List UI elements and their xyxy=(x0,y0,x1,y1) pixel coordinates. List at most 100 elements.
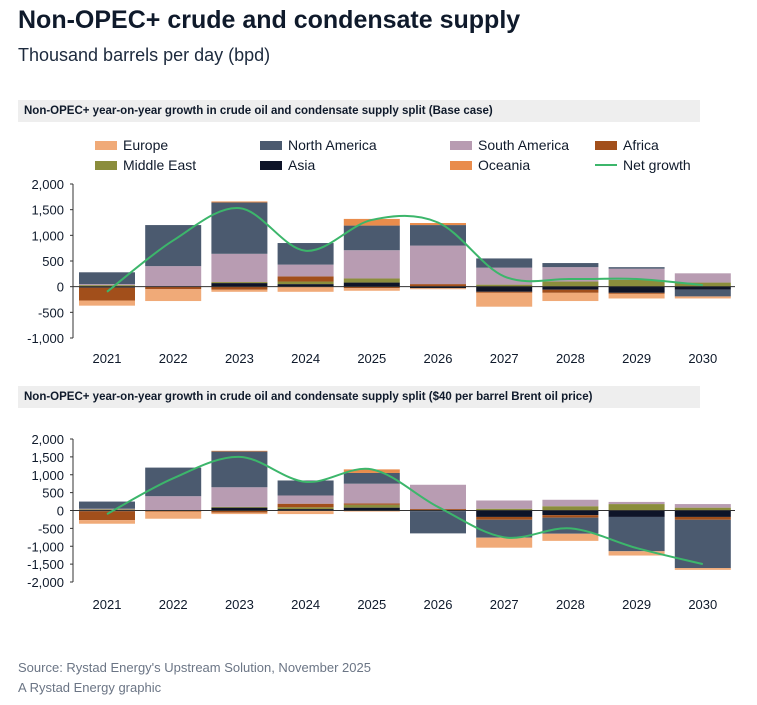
bar-asia-2028 xyxy=(542,510,599,516)
bar-south-america-2023 xyxy=(211,253,268,283)
bar-south-america-2028 xyxy=(542,267,599,282)
legend-label: Middle East xyxy=(123,157,197,173)
legend-item-middle-east: Middle East xyxy=(95,157,196,173)
bar-south-america-2030 xyxy=(674,273,731,283)
bar-asia-2021 xyxy=(79,286,135,288)
bar-oceania-2023 xyxy=(211,201,268,203)
bar-south-america-2024 xyxy=(277,264,334,277)
x-tick-label: 2028 xyxy=(556,351,585,366)
legend-item-europe: Europe xyxy=(95,137,168,153)
y-tick-label: 1,500 xyxy=(31,450,64,465)
bar-south-america-2024 xyxy=(277,495,334,504)
legend-label: North America xyxy=(288,137,377,153)
y-tick-label: 500 xyxy=(42,254,64,269)
bar-north-america-2027 xyxy=(476,258,533,268)
x-tick-label: 2028 xyxy=(556,597,585,612)
x-tick-label: 2030 xyxy=(688,351,717,366)
bar-africa-2028 xyxy=(542,515,599,518)
bar-middle-east-2024 xyxy=(277,281,334,285)
x-tick-label: 2029 xyxy=(622,597,651,612)
y-tick-label: -500 xyxy=(38,305,64,320)
y-tick-label: -1,000 xyxy=(27,331,64,346)
bar-middle-east-2028 xyxy=(542,506,599,511)
bar-africa-2028 xyxy=(542,289,599,293)
legend-item-south-america: South America xyxy=(450,137,569,153)
bar-europe-2026 xyxy=(410,288,466,290)
bar-oceania-2023 xyxy=(211,450,268,452)
bar-africa-2023 xyxy=(211,286,268,290)
bar-south-america-2028 xyxy=(542,499,599,507)
bar-europe-2028 xyxy=(542,292,599,302)
bar-middle-east-2029 xyxy=(608,279,665,287)
credit-note: A Rystad Energy graphic xyxy=(18,680,162,695)
bar-europe-2024 xyxy=(277,286,334,292)
bar-europe-2029 xyxy=(608,551,665,556)
bar-africa-2025 xyxy=(343,503,400,505)
bar-asia-2029 xyxy=(608,510,665,517)
legend-label: South America xyxy=(478,137,570,153)
x-tick-label: 2024 xyxy=(291,597,320,612)
bar-africa-2026 xyxy=(410,509,466,511)
legend-swatch xyxy=(450,140,472,150)
bar-middle-east-2027 xyxy=(476,508,533,511)
legend-label: Africa xyxy=(623,137,659,153)
bar-north-america-2029 xyxy=(608,516,665,552)
bar-asia-2026 xyxy=(410,286,466,289)
bar-oceania-2025 xyxy=(343,218,400,226)
bar-africa-2021 xyxy=(79,511,135,521)
bar-middle-east-2023 xyxy=(211,506,268,508)
x-tick-label: 2024 xyxy=(291,351,320,366)
x-tick-label: 2026 xyxy=(424,351,453,366)
legend-label: Net growth xyxy=(623,157,691,173)
bar-asia-2025 xyxy=(343,507,400,511)
bar-north-america-2029 xyxy=(608,267,665,269)
y-tick-label: 2,000 xyxy=(31,177,64,192)
bar-middle-east-2024 xyxy=(277,507,334,510)
bar-south-america-2029 xyxy=(608,268,665,280)
bar-north-america-2028 xyxy=(542,263,599,268)
bar-south-america-2022 xyxy=(145,266,202,287)
net-growth-line xyxy=(106,207,703,293)
bar-middle-east-2027 xyxy=(476,284,533,287)
bar-north-america-2022 xyxy=(145,467,202,497)
bar-asia-2029 xyxy=(608,286,665,293)
source-note: Source: Rystad Energy's Upstream Solutio… xyxy=(18,660,371,675)
bar-asia-2024 xyxy=(277,284,334,287)
bar-africa-2023 xyxy=(211,510,268,513)
bar-north-america-2028 xyxy=(542,517,599,534)
legend-label: Asia xyxy=(288,157,316,173)
y-tick-label: 1,000 xyxy=(31,228,64,243)
legend-swatch xyxy=(95,160,117,170)
bar-europe-2021 xyxy=(79,520,135,524)
bar-middle-east-2025 xyxy=(343,504,400,508)
y-tick-label: 0 xyxy=(57,280,64,295)
bar-europe-2024 xyxy=(277,511,334,515)
legend-item-africa: Africa xyxy=(595,137,659,153)
bar-middle-east-2028 xyxy=(542,281,599,287)
legend-label: Oceania xyxy=(478,157,531,173)
bar-europe-2025 xyxy=(343,510,400,512)
bar-africa-2021 xyxy=(79,287,135,301)
bar-north-america-2030 xyxy=(674,289,731,297)
bar-europe-2023 xyxy=(211,512,268,515)
legend-item-oceania: Oceania xyxy=(450,157,530,173)
chart-40-dollar-case: 2,000 1,500 1,000 500 0 -500 -1,000 -1,500 -2,00… xyxy=(27,432,735,612)
bar-europe-2022 xyxy=(145,289,202,302)
chart-base-case: 2,000 1,500 1,000 500 0 -500 -1,000 2021 2022 202… xyxy=(27,177,735,366)
legend-swatch xyxy=(260,160,282,170)
bar-africa-2022 xyxy=(145,286,202,290)
bar-south-america-2025 xyxy=(343,483,400,504)
bar-asia-2030 xyxy=(674,510,731,517)
x-tick-label: 2023 xyxy=(225,351,254,366)
bar-middle-east-2021 xyxy=(79,285,135,287)
bar-south-america-2021 xyxy=(79,508,135,510)
bar-asia-2023 xyxy=(211,283,268,287)
bar-europe-2021 xyxy=(79,300,135,306)
y-tick-label: 1,000 xyxy=(31,468,64,483)
bar-asia-2025 xyxy=(343,282,400,287)
x-tick-label: 2021 xyxy=(93,351,122,366)
bar-south-america-2025 xyxy=(343,250,400,279)
bar-north-america-2022 xyxy=(145,225,202,267)
net-growth-line xyxy=(106,455,704,566)
